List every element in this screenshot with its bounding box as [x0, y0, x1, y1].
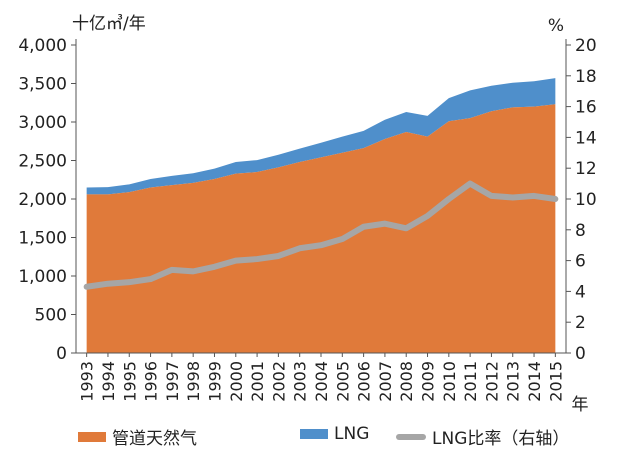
- x-tick-label: 1994: [99, 361, 118, 402]
- x-tick-label: 2004: [312, 361, 331, 402]
- legend-item-pipeline: 管道天然气: [78, 424, 197, 449]
- right-tick-label: 2: [575, 313, 586, 333]
- x-tick-label: 1998: [184, 361, 203, 402]
- right-axis-title: %: [548, 16, 564, 36]
- right-tick-label: 14: [575, 128, 597, 148]
- left-tick-label: 2,500: [18, 152, 67, 172]
- x-tick-label: 2001: [248, 361, 267, 402]
- x-tick-label: 2002: [269, 361, 288, 402]
- x-tick-label: 2010: [440, 361, 459, 402]
- right-tick-label: 18: [575, 67, 597, 87]
- legend-swatch-lng: [300, 429, 328, 439]
- x-tick-label: 1997: [163, 361, 182, 402]
- left-axis-title: 十亿㎥/年: [72, 14, 146, 34]
- right-tick-label: 4: [575, 282, 586, 302]
- left-tick-label: 3,000: [18, 113, 67, 133]
- x-tick-label: 2008: [397, 361, 416, 402]
- x-tick-label: 1999: [205, 361, 224, 402]
- x-axis-title: 年: [572, 395, 589, 415]
- left-tick-label: 1,000: [18, 267, 67, 287]
- x-tick-label: 2006: [355, 361, 374, 402]
- ratio-line: [83, 180, 559, 290]
- left-tick-label: 0: [56, 344, 67, 364]
- right-tick-label: 8: [575, 221, 586, 241]
- x-tick-label: 2014: [525, 361, 544, 402]
- left-tick-label: 2,000: [18, 190, 67, 210]
- chart: 0 500 1,000 1,500 2,000 2,500 3,000 3,500 4,000 0…: [18, 14, 597, 415]
- right-tick-label: 0: [575, 344, 586, 364]
- left-tick-label: 1,500: [18, 229, 67, 249]
- x-tick-label: 1996: [142, 361, 161, 402]
- right-tick-label: 20: [575, 36, 597, 56]
- x-tick-label: 2005: [333, 361, 352, 402]
- x-tick-label: 2013: [504, 361, 523, 402]
- x-tick-label: 2007: [376, 361, 395, 402]
- legend-label-ratio: LNG比率（右轴）: [432, 429, 570, 449]
- right-tick-label: 12: [575, 159, 597, 179]
- legend-item-lng: LNG: [300, 424, 369, 444]
- x-tick-label: 2012: [482, 361, 501, 402]
- legend-swatch-ratio: [396, 433, 426, 440]
- left-tick-label: 4,000: [18, 36, 67, 56]
- x-tick-label: 2003: [291, 361, 310, 402]
- x-tick-label: 1995: [120, 361, 139, 402]
- legend: 管道天然气 LNG LNG比率（右轴）: [0, 424, 640, 452]
- x-tick-label: 1993: [78, 361, 97, 402]
- left-tick-label: 3,500: [18, 75, 67, 95]
- x-tick-label: 2011: [461, 361, 480, 402]
- legend-swatch-pipeline: [78, 431, 106, 442]
- left-tick-label: 500: [35, 306, 67, 326]
- x-tick-label: 2015: [546, 361, 565, 402]
- lng-area: [86, 78, 556, 195]
- right-tick-label: 6: [575, 252, 586, 272]
- legend-label-pipeline: 管道天然气: [112, 429, 197, 449]
- pipeline-area: [86, 104, 556, 353]
- legend-label-lng: LNG: [334, 424, 370, 444]
- legend-item-ratio: LNG比率（右轴）: [396, 424, 569, 449]
- x-tick-label: 2009: [419, 361, 438, 402]
- right-tick-label: 10: [575, 190, 597, 210]
- x-tick-label: 2000: [227, 361, 246, 402]
- right-tick-label: 16: [575, 98, 597, 118]
